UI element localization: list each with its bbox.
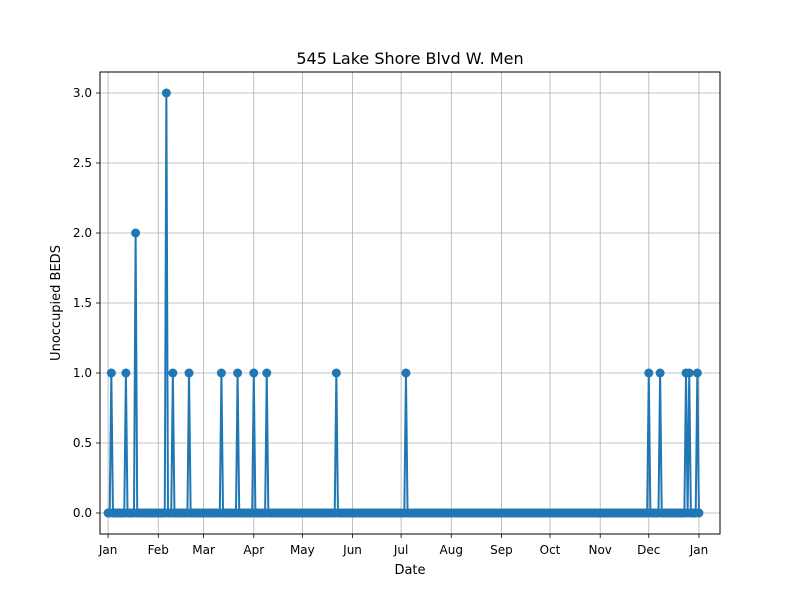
x-tick-label: Aug bbox=[440, 543, 463, 557]
data-point bbox=[401, 368, 411, 378]
chart-title: 545 Lake Shore Blvd W. Men bbox=[296, 49, 523, 68]
x-tick-label: Oct bbox=[540, 543, 561, 557]
x-tick-label: Sep bbox=[490, 543, 513, 557]
y-tick-label: 3.0 bbox=[73, 86, 92, 100]
y-tick-label: 0.5 bbox=[73, 436, 92, 450]
x-tick-label: Nov bbox=[588, 543, 611, 557]
data-point bbox=[655, 368, 665, 378]
grid-lines bbox=[100, 72, 720, 534]
x-tick-label: Jan bbox=[689, 543, 709, 557]
data-point bbox=[684, 368, 694, 378]
data-point bbox=[249, 368, 259, 378]
data-point bbox=[692, 368, 702, 378]
data-point bbox=[331, 368, 341, 378]
data-point bbox=[233, 368, 243, 378]
x-tick-label: Dec bbox=[637, 543, 660, 557]
x-tick-label: Jan bbox=[98, 543, 118, 557]
y-tick-label: 1.5 bbox=[73, 296, 92, 310]
data-point bbox=[131, 228, 141, 238]
data-point bbox=[694, 508, 704, 518]
y-tick-label: 2.5 bbox=[73, 156, 92, 170]
y-tick-label: 2.0 bbox=[73, 226, 92, 240]
x-tick-label: Feb bbox=[148, 543, 169, 557]
x-tick-label: Jun bbox=[342, 543, 362, 557]
y-axis-label: Unoccupied BEDS bbox=[49, 245, 64, 361]
data-point bbox=[184, 368, 194, 378]
data-point bbox=[644, 368, 654, 378]
y-tick-label: 1.0 bbox=[73, 366, 92, 380]
y-axis-ticks: 0.0 0.5 1.0 1.5 2.0 2.5 3.0 bbox=[73, 86, 100, 520]
data-series bbox=[103, 88, 704, 518]
x-axis-label: Date bbox=[394, 563, 425, 578]
x-tick-label: May bbox=[290, 543, 315, 557]
data-point bbox=[168, 368, 178, 378]
x-tick-label: Mar bbox=[192, 543, 215, 557]
x-tick-label: Jul bbox=[393, 543, 408, 557]
data-point bbox=[161, 88, 171, 98]
y-tick-label: 0.0 bbox=[73, 506, 92, 520]
data-point bbox=[216, 368, 226, 378]
data-point bbox=[262, 368, 272, 378]
x-axis-ticks: Jan Feb Mar Apr May Jun Jul Aug Sep Oct Nov Dec Jan bbox=[98, 534, 708, 557]
x-tick-label: Apr bbox=[243, 543, 264, 557]
data-point bbox=[121, 368, 131, 378]
data-point bbox=[106, 368, 116, 378]
